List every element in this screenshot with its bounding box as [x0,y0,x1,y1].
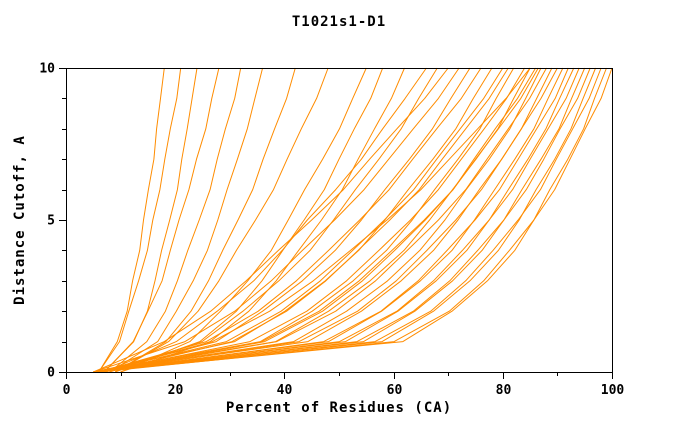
model-curve-8 [114,67,329,373]
x-tick-label: 0 [63,383,71,398]
model-curve-23 [98,67,526,373]
model-curve-12 [93,67,449,373]
axes-group: 0 20 40 60 80 100 0 5 10 [39,62,624,399]
model-curve-10 [120,67,405,373]
model-curve-7 [114,67,296,373]
model-curve-14 [109,67,438,373]
x-tick-label: 80 [496,383,512,398]
model-curve-30 [98,67,558,373]
model-curve-13 [104,67,427,373]
model-curve-17 [98,67,482,373]
model-curve-16 [98,67,471,373]
y-tick-label: 10 [39,62,55,77]
model-curve-2 [98,67,182,373]
model-curve-21 [93,67,515,373]
model-curve-9 [120,67,367,373]
model-curve-4 [103,67,220,373]
model-curve-26 [104,67,539,373]
model-curve-6 [109,67,264,373]
x-tick-label: 20 [168,383,184,398]
model-curve-36 [98,67,591,373]
model-curve-1 [98,67,165,373]
model-curve-32 [98,67,569,373]
x-tick-label: 60 [387,383,403,398]
model-curve-5 [109,67,242,373]
model-curve-15 [93,67,460,373]
model-curve-25 [98,67,537,373]
x-tick-label: 100 [601,383,625,398]
x-tick-label: 40 [277,383,293,398]
model-curve-34 [98,67,580,373]
y-tick-label: 0 [47,366,55,381]
model-curve-20 [104,67,509,373]
model-curve-22 [98,67,531,373]
model-curves-group [93,67,613,373]
chart-title: T1021s1-D1 [291,14,387,30]
x-axis-label: Percent of Residues (CA) [225,400,453,416]
y-tick-label: 5 [47,214,55,229]
model-curve-38 [98,67,602,373]
model-curve-11 [114,67,384,373]
y-axis-label: Distance Cutoff, A [12,135,28,305]
model-curve-29 [93,67,553,373]
model-curve-40 [98,67,613,373]
model-curve-28 [98,67,547,373]
model-curve-37 [93,67,597,373]
model-curve-19 [98,67,504,373]
